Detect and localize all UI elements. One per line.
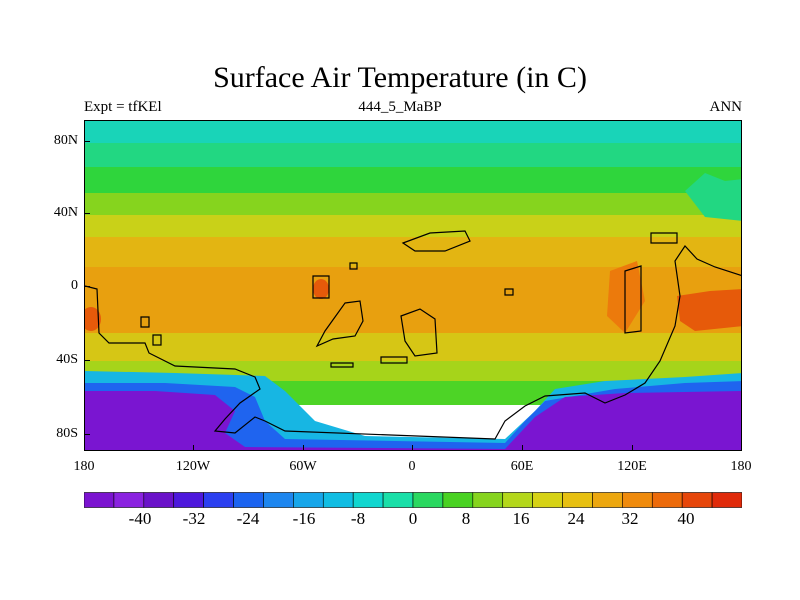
- colorbar-swatch: [412, 492, 444, 508]
- colorbar-swatch: [263, 492, 294, 508]
- colorbar-swatch: [293, 492, 324, 508]
- colorbar-label: 8: [461, 509, 471, 528]
- lat-tick-label: 80S: [56, 426, 78, 441]
- colorbar-label: -24: [236, 509, 260, 528]
- colorbar-label: -16: [292, 509, 316, 528]
- band-temperate-north: [85, 193, 741, 215]
- colorbar-label: 0: [408, 509, 418, 528]
- lat-tick-label: 80N: [53, 133, 78, 148]
- colorbar-swatch: [562, 492, 593, 508]
- lat-tick-mark: [84, 141, 90, 142]
- colorbar-swatch: [322, 492, 354, 508]
- season-label: ANN: [709, 99, 743, 115]
- lat-tick-mark: [84, 360, 90, 361]
- colorbar-swatch: [84, 492, 115, 508]
- chart-title: Surface Air Temperature (in C): [213, 61, 587, 94]
- temperature-map: [84, 120, 742, 451]
- colorbar-swatch: [502, 492, 533, 508]
- colorbar-swatch: [681, 492, 713, 508]
- colorbar-swatch: [442, 492, 474, 508]
- lon-tick-mark: [741, 445, 742, 451]
- colorbar-label: -32: [182, 509, 206, 528]
- colorbar-swatch: [532, 492, 563, 508]
- hotspot-america: [313, 279, 329, 299]
- colorbar-swatch: [203, 492, 234, 508]
- colorbar-label: -40: [128, 509, 152, 528]
- band-polar-north: [85, 121, 741, 143]
- lon-tick-mark: [412, 445, 413, 451]
- colorbar-label: 32: [621, 509, 639, 528]
- band-subtropic-south: [85, 333, 741, 361]
- hotspot-asia: [607, 261, 645, 333]
- experiment-label: Expt = tfKEl: [84, 99, 162, 115]
- colorbar-swatch: [113, 492, 145, 508]
- colorbar-label: 24: [567, 509, 585, 528]
- region-northeast-cool: [685, 173, 741, 221]
- band-midlat-north: [85, 167, 741, 193]
- colorbar-label: 16: [512, 509, 530, 528]
- lon-tick-mark: [193, 445, 194, 451]
- colorbar-swatch: [173, 492, 204, 508]
- continent-outlines: [85, 230, 741, 440]
- lon-tick-label: 60E: [510, 459, 534, 474]
- colorbar: [84, 492, 742, 508]
- lon-tick-label: 60W: [289, 459, 317, 474]
- region-antarctic: [85, 391, 741, 450]
- colorbar-label: 40: [677, 509, 695, 528]
- lat-tick-label: 40N: [53, 205, 78, 220]
- period-label: 444_5_MaBP: [358, 99, 442, 115]
- colorbar-label: -8: [350, 509, 366, 528]
- lon-tick-label: 180: [73, 459, 95, 474]
- lat-tick-mark: [84, 434, 90, 435]
- colorbar-swatch: [382, 492, 414, 508]
- colorbar-swatch: [711, 492, 742, 508]
- lat-tick-mark: [84, 286, 90, 287]
- lon-tick-label: 120W: [175, 459, 211, 474]
- hotspot-west: [85, 307, 101, 331]
- lon-tick-label: 180: [730, 459, 752, 474]
- colorbar-swatch: [233, 492, 264, 508]
- lon-tick-mark: [632, 445, 633, 451]
- colorbar-swatch: [472, 492, 504, 508]
- hotspot-pacific: [677, 289, 741, 331]
- colorbar-swatch: [352, 492, 384, 508]
- band-subpolar-north: [85, 143, 741, 167]
- lon-tick-mark: [84, 445, 85, 451]
- lon-tick-mark: [522, 445, 523, 451]
- colorbar-swatch: [651, 492, 683, 508]
- lat-tick-label: 40S: [56, 352, 78, 367]
- lon-tick-label: 120E: [617, 459, 647, 474]
- lat-tick-label: 0: [71, 278, 78, 293]
- colorbar-swatch: [592, 492, 623, 508]
- band-warm-north: [85, 215, 741, 237]
- colorbar-swatch: [143, 492, 175, 508]
- colorbar-swatch: [622, 492, 653, 508]
- band-subtropic-north: [85, 237, 741, 267]
- lon-tick-label: 0: [408, 459, 416, 474]
- lat-tick-mark: [84, 213, 90, 214]
- lon-tick-mark: [303, 445, 304, 451]
